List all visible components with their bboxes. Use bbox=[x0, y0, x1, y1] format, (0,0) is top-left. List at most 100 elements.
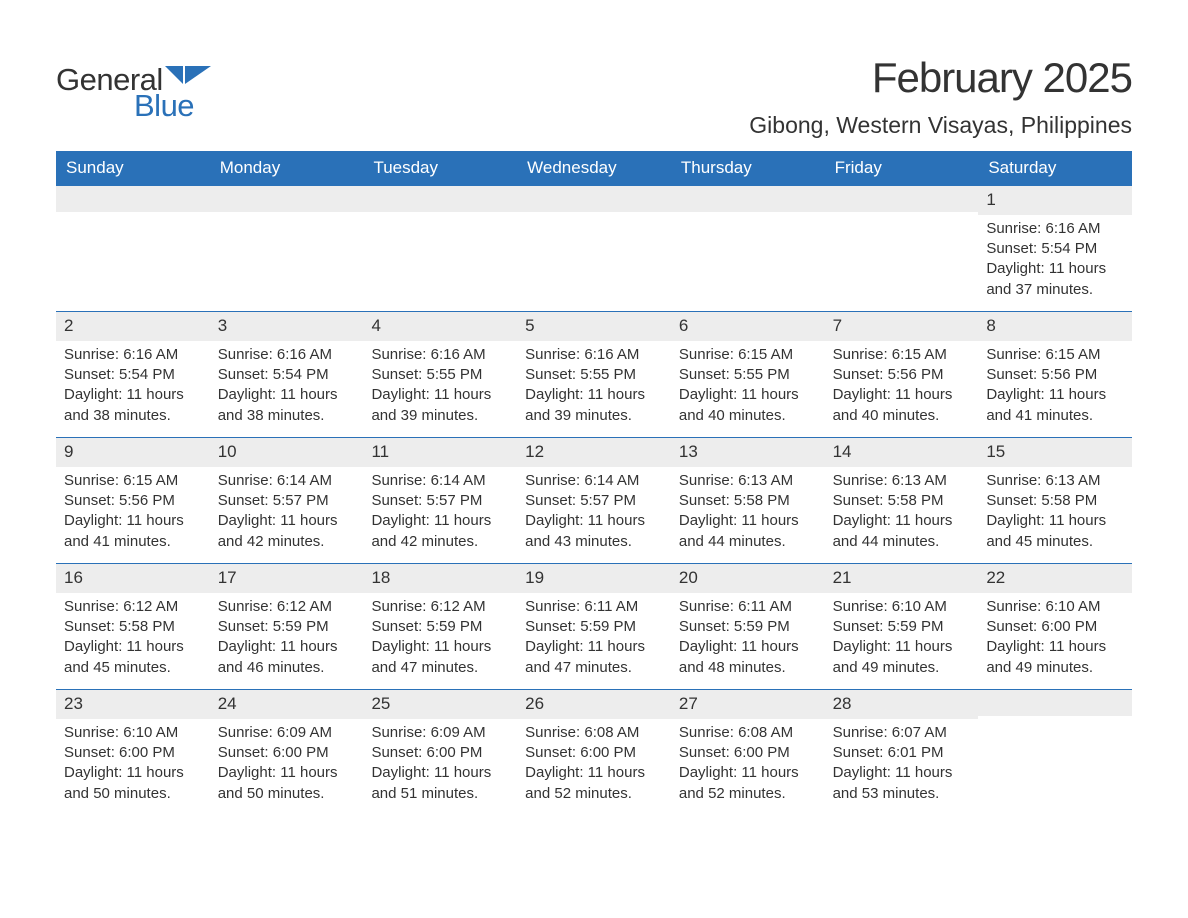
day-body: Sunrise: 6:14 AMSunset: 5:57 PMDaylight:… bbox=[363, 467, 517, 562]
daylight-line-2: and 44 minutes. bbox=[833, 532, 971, 552]
sunset-line: Sunset: 6:00 PM bbox=[525, 743, 663, 763]
sunset-line: Sunset: 5:56 PM bbox=[64, 491, 202, 511]
day-header: Thursday bbox=[671, 151, 825, 185]
day-cell: 11Sunrise: 6:14 AMSunset: 5:57 PMDayligh… bbox=[363, 438, 517, 563]
day-number: 5 bbox=[517, 312, 671, 341]
month-title: February 2025 bbox=[749, 54, 1132, 102]
calendar: Sunday Monday Tuesday Wednesday Thursday… bbox=[56, 151, 1132, 815]
sunset-line: Sunset: 6:00 PM bbox=[679, 743, 817, 763]
day-header: Friday bbox=[825, 151, 979, 185]
day-body: Sunrise: 6:08 AMSunset: 6:00 PMDaylight:… bbox=[517, 719, 671, 814]
sunrise-line: Sunrise: 6:16 AM bbox=[986, 219, 1124, 239]
daylight-line-1: Daylight: 11 hours bbox=[986, 385, 1124, 405]
header-right: February 2025 Gibong, Western Visayas, P… bbox=[749, 54, 1132, 139]
sunrise-line: Sunrise: 6:11 AM bbox=[679, 597, 817, 617]
day-cell: 27Sunrise: 6:08 AMSunset: 6:00 PMDayligh… bbox=[671, 690, 825, 815]
day-body: Sunrise: 6:16 AMSunset: 5:54 PMDaylight:… bbox=[210, 341, 364, 436]
day-body: Sunrise: 6:16 AMSunset: 5:55 PMDaylight:… bbox=[363, 341, 517, 436]
day-body: Sunrise: 6:11 AMSunset: 5:59 PMDaylight:… bbox=[517, 593, 671, 688]
day-cell: 22Sunrise: 6:10 AMSunset: 6:00 PMDayligh… bbox=[978, 564, 1132, 689]
day-cell: 17Sunrise: 6:12 AMSunset: 5:59 PMDayligh… bbox=[210, 564, 364, 689]
week-row: 2Sunrise: 6:16 AMSunset: 5:54 PMDaylight… bbox=[56, 311, 1132, 437]
day-cell bbox=[671, 186, 825, 311]
day-body: Sunrise: 6:09 AMSunset: 6:00 PMDaylight:… bbox=[363, 719, 517, 814]
day-body: Sunrise: 6:16 AMSunset: 5:54 PMDaylight:… bbox=[978, 215, 1132, 310]
daylight-line-1: Daylight: 11 hours bbox=[986, 259, 1124, 279]
day-cell: 28 Sunrise: 6:07 AMSunset: 6:01 PMDayligh… bbox=[825, 690, 979, 815]
day-header-row: Sunday Monday Tuesday Wednesday Thursday… bbox=[56, 151, 1132, 185]
daylight-line-2: and 39 minutes. bbox=[525, 406, 663, 426]
week-row: 23Sunrise: 6:10 AMSunset: 6:00 PMDayligh… bbox=[56, 689, 1132, 815]
daylight-line-1: Daylight: 11 hours bbox=[64, 385, 202, 405]
daylight-line-2: and 50 minutes. bbox=[64, 784, 202, 804]
daylight-line-1: Daylight: 11 hours bbox=[371, 511, 509, 531]
day-body: Sunrise: 6:09 AMSunset: 6:00 PMDaylight:… bbox=[210, 719, 364, 814]
daylight-line-2: and 44 minutes. bbox=[679, 532, 817, 552]
daylight-line-2: and 38 minutes. bbox=[218, 406, 356, 426]
daylight-line-1: Daylight: 11 hours bbox=[371, 637, 509, 657]
sunrise-line: Sunrise: 6:09 AM bbox=[371, 723, 509, 743]
day-body: Sunrise: 6:15 AMSunset: 5:55 PMDaylight:… bbox=[671, 341, 825, 436]
day-number: 9 bbox=[56, 438, 210, 467]
daylight-line-1: Daylight: 11 hours bbox=[371, 763, 509, 783]
week-row: 16Sunrise: 6:12 AMSunset: 5:58 PMDayligh… bbox=[56, 563, 1132, 689]
day-number: 24 bbox=[210, 690, 364, 719]
daylight-line-2: and 48 minutes. bbox=[679, 658, 817, 678]
day-cell: 20Sunrise: 6:11 AMSunset: 5:59 PMDayligh… bbox=[671, 564, 825, 689]
sunrise-line: Sunrise: 6:13 AM bbox=[986, 471, 1124, 491]
daylight-line-2: and 39 minutes. bbox=[371, 406, 509, 426]
sunset-line: Sunset: 5:58 PM bbox=[64, 617, 202, 637]
week-row: 9Sunrise: 6:15 AMSunset: 5:56 PMDaylight… bbox=[56, 437, 1132, 563]
sunrise-line: Sunrise: 6:16 AM bbox=[218, 345, 356, 365]
daylight-line-1: Daylight: 11 hours bbox=[679, 511, 817, 531]
daylight-line-1: Daylight: 11 hours bbox=[64, 637, 202, 657]
day-number: 2 bbox=[56, 312, 210, 341]
sunrise-line: Sunrise: 6:09 AM bbox=[218, 723, 356, 743]
daylight-line-2: and 47 minutes. bbox=[371, 658, 509, 678]
sunrise-line: Sunrise: 6:11 AM bbox=[525, 597, 663, 617]
daylight-line-1: Daylight: 11 hours bbox=[525, 763, 663, 783]
day-cell: 3Sunrise: 6:16 AMSunset: 5:54 PMDaylight… bbox=[210, 312, 364, 437]
day-cell: 18Sunrise: 6:12 AMSunset: 5:59 PMDayligh… bbox=[363, 564, 517, 689]
sunrise-line: Sunrise: 6:16 AM bbox=[371, 345, 509, 365]
sunrise-line: Sunrise: 6:07 AM bbox=[833, 723, 971, 743]
sunset-line: Sunset: 5:59 PM bbox=[679, 617, 817, 637]
daylight-line-2: and 45 minutes. bbox=[64, 658, 202, 678]
sunrise-line: Sunrise: 6:15 AM bbox=[679, 345, 817, 365]
daylight-line-1: Daylight: 11 hours bbox=[64, 763, 202, 783]
sunset-line: Sunset: 5:56 PM bbox=[833, 365, 971, 385]
day-cell: 23Sunrise: 6:10 AMSunset: 6:00 PMDayligh… bbox=[56, 690, 210, 815]
day-body: Sunrise: 6:15 AMSunset: 5:56 PMDaylight:… bbox=[978, 341, 1132, 436]
day-number: 20 bbox=[671, 564, 825, 593]
day-number: 22 bbox=[978, 564, 1132, 593]
day-number bbox=[978, 690, 1132, 716]
day-cell: 9Sunrise: 6:15 AMSunset: 5:56 PMDaylight… bbox=[56, 438, 210, 563]
daylight-line-2: and 38 minutes. bbox=[64, 406, 202, 426]
day-cell: 6Sunrise: 6:15 AMSunset: 5:55 PMDaylight… bbox=[671, 312, 825, 437]
daylight-line-1: Daylight: 11 hours bbox=[833, 763, 971, 783]
day-number: 28 bbox=[825, 690, 979, 719]
daylight-line-1: Daylight: 11 hours bbox=[833, 511, 971, 531]
day-cell: 26Sunrise: 6:08 AMSunset: 6:00 PMDayligh… bbox=[517, 690, 671, 815]
day-number: 27 bbox=[671, 690, 825, 719]
day-cell: 12Sunrise: 6:14 AMSunset: 5:57 PMDayligh… bbox=[517, 438, 671, 563]
daylight-line-2: and 42 minutes. bbox=[218, 532, 356, 552]
day-body: Sunrise: 6:13 AMSunset: 5:58 PMDaylight:… bbox=[671, 467, 825, 562]
sunset-line: Sunset: 5:59 PM bbox=[525, 617, 663, 637]
day-body: Sunrise: 6:13 AMSunset: 5:58 PMDaylight:… bbox=[825, 467, 979, 562]
day-cell: 2Sunrise: 6:16 AMSunset: 5:54 PMDaylight… bbox=[56, 312, 210, 437]
day-body: Sunrise: 6:13 AMSunset: 5:58 PMDaylight:… bbox=[978, 467, 1132, 562]
daylight-line-1: Daylight: 11 hours bbox=[371, 385, 509, 405]
sunset-line: Sunset: 5:59 PM bbox=[218, 617, 356, 637]
day-number: 1 bbox=[978, 186, 1132, 215]
day-number: 18 bbox=[363, 564, 517, 593]
daylight-line-2: and 40 minutes. bbox=[833, 406, 971, 426]
daylight-line-1: Daylight: 11 hours bbox=[525, 637, 663, 657]
daylight-line-1: Daylight: 11 hours bbox=[833, 637, 971, 657]
sunset-line: Sunset: 5:55 PM bbox=[525, 365, 663, 385]
day-number: 16 bbox=[56, 564, 210, 593]
day-body: Sunrise: 6:12 AMSunset: 5:59 PMDaylight:… bbox=[363, 593, 517, 688]
sunset-line: Sunset: 6:01 PM bbox=[833, 743, 971, 763]
daylight-line-2: and 42 minutes. bbox=[371, 532, 509, 552]
day-body: Sunrise: 6:16 AMSunset: 5:55 PMDaylight:… bbox=[517, 341, 671, 436]
